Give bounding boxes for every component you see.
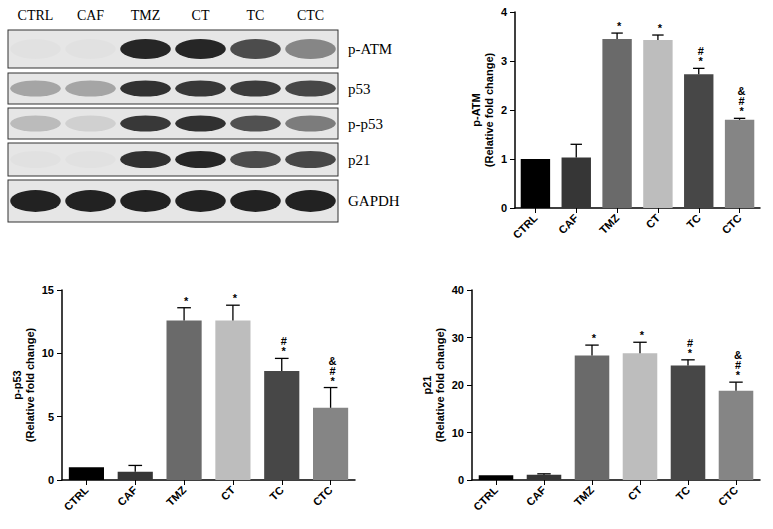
svg-text:(Relative fold change): (Relative fold change) [434,328,446,443]
svg-text:GAPDH: GAPDH [348,193,400,209]
svg-text:TMZ: TMZ [572,484,597,509]
svg-text:10: 10 [452,427,464,439]
svg-text:p-ATM: p-ATM [348,41,392,57]
svg-text:*: * [592,332,597,344]
svg-text:CT: CT [625,484,644,503]
svg-text:CTC: CTC [310,484,334,508]
svg-text:4: 4 [501,6,508,18]
svg-text:CAF: CAF [524,484,549,509]
svg-text:CT: CT [643,212,662,231]
svg-text:3: 3 [501,55,507,67]
svg-text:*: * [617,20,622,32]
svg-text:*: * [736,369,741,381]
svg-text:CT: CT [192,8,210,23]
svg-text:CTRL: CTRL [61,484,90,513]
svg-text:p21: p21 [348,152,371,168]
svg-text:(Relative fold change): (Relative fold change) [24,328,36,443]
svg-text:p53: p53 [348,81,371,97]
svg-text:TC: TC [673,484,692,503]
svg-text:CTC: CTC [719,212,743,236]
svg-text:*: * [688,347,693,359]
svg-text:*: * [640,329,645,341]
svg-text:0: 0 [458,474,464,486]
svg-text:CTC: CTC [716,484,740,508]
svg-text:TMZ: TMZ [164,484,189,509]
svg-text:10: 10 [42,347,54,359]
svg-text:1: 1 [501,153,507,165]
svg-text:20: 20 [452,379,464,391]
svg-text:p21: p21 [421,376,433,395]
svg-text:*: * [184,295,189,307]
svg-text:CTRL: CTRL [510,212,539,241]
svg-text:TMZ: TMZ [597,212,622,237]
svg-text:*: * [658,22,663,34]
svg-text:0: 0 [501,202,507,214]
svg-text:*: * [699,55,704,67]
svg-text:p-p53: p-p53 [11,370,23,399]
svg-text:*: * [282,345,287,357]
svg-text:*: * [233,292,238,304]
svg-text:30: 30 [452,332,464,344]
svg-text:2: 2 [501,104,507,116]
svg-text:p-p53: p-p53 [348,116,383,132]
svg-text:TMZ: TMZ [131,8,161,23]
svg-text:TC: TC [684,212,703,231]
svg-text:40: 40 [452,284,464,296]
svg-text:CAF: CAF [556,212,581,237]
svg-text:TC: TC [267,484,286,503]
svg-text:CAF: CAF [115,484,140,509]
svg-text:*: * [330,375,335,387]
svg-text:CAF: CAF [77,8,104,23]
svg-text:CTRL: CTRL [471,484,500,513]
svg-text:(Relative fold change): (Relative fold change) [483,53,495,168]
svg-text:CT: CT [218,484,237,503]
svg-text:*: * [739,105,744,117]
svg-text:5: 5 [48,411,54,423]
svg-text:p-ATM: p-ATM [470,93,482,126]
svg-text:TC: TC [247,8,265,23]
svg-text:0: 0 [48,474,54,486]
svg-text:15: 15 [42,284,54,296]
svg-text:CTC: CTC [297,8,324,23]
svg-text:CTRL: CTRL [18,8,54,23]
